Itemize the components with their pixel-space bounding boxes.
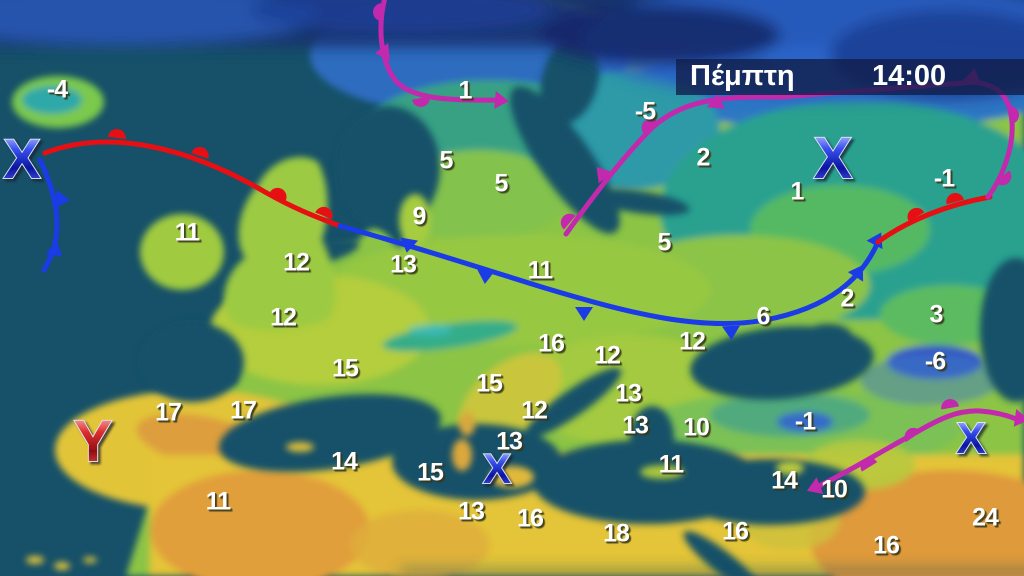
cold-front-triangle-marker xyxy=(847,264,864,282)
pressure-center-symbol-X: X xyxy=(3,127,40,190)
occluded-front-triangle-marker xyxy=(596,167,613,184)
occluded-front-semicircle-marker xyxy=(373,3,383,22)
forecast-day-label: Πέμπτη xyxy=(690,60,795,92)
occluded-front-triangle-marker xyxy=(1013,408,1024,427)
pressure-center-symbol-X: X xyxy=(814,126,853,191)
occluded-front-semicircle-marker xyxy=(941,399,960,410)
pressure-center-symbol-Y: Y xyxy=(74,409,113,474)
warm-front-semicircle-marker xyxy=(191,146,209,159)
occluded-front-semicircle-marker xyxy=(995,170,1012,186)
cold-front-triangle-marker xyxy=(866,232,883,250)
forecast-time-label: 14:00 xyxy=(872,60,947,92)
occluded-front-semicircle-marker xyxy=(641,118,658,134)
cold-front-triangle-marker xyxy=(45,240,62,257)
cold-front-triangle-marker xyxy=(400,237,419,253)
occluded-front-triangle-marker xyxy=(706,94,725,109)
occluded-front-triangle-marker xyxy=(494,90,509,109)
occluded-front-semicircle-marker xyxy=(1008,106,1019,125)
occluded-front-semicircle-marker xyxy=(411,96,430,107)
warm-front-semicircle-marker xyxy=(269,187,287,202)
warm-front-line xyxy=(875,194,993,245)
occluded-front-semicircle-marker xyxy=(860,457,878,472)
warm-front-semicircle-marker xyxy=(946,192,964,205)
occluded-front-line xyxy=(810,408,1024,492)
warm-front-line xyxy=(42,139,343,229)
cold-front-triangle-marker xyxy=(477,269,496,284)
pressure-center-symbol-X: X xyxy=(483,445,511,492)
warm-front-semicircle-marker xyxy=(907,207,925,222)
occluded-front-line xyxy=(563,79,1015,237)
occluded-front-triangle-marker xyxy=(806,477,824,494)
warm-front-semicircle-marker xyxy=(315,206,333,220)
cold-front-line xyxy=(337,223,881,327)
occluded-front-semicircle-marker xyxy=(560,213,576,230)
cold-front-triangle-marker xyxy=(721,325,740,340)
forecast-header-band: Πέμπτη 14:00 xyxy=(676,59,1024,95)
cold-front-line xyxy=(37,157,60,273)
occluded-front-triangle-marker xyxy=(375,42,390,61)
cold-front-triangle-marker xyxy=(55,189,70,208)
occluded-front-semicircle-marker xyxy=(904,427,921,442)
occluded-front-line xyxy=(378,0,500,103)
cold-front-triangle-marker xyxy=(575,307,593,321)
pressure-center-symbol-X: X xyxy=(956,414,985,463)
warm-front-semicircle-marker xyxy=(107,129,126,140)
